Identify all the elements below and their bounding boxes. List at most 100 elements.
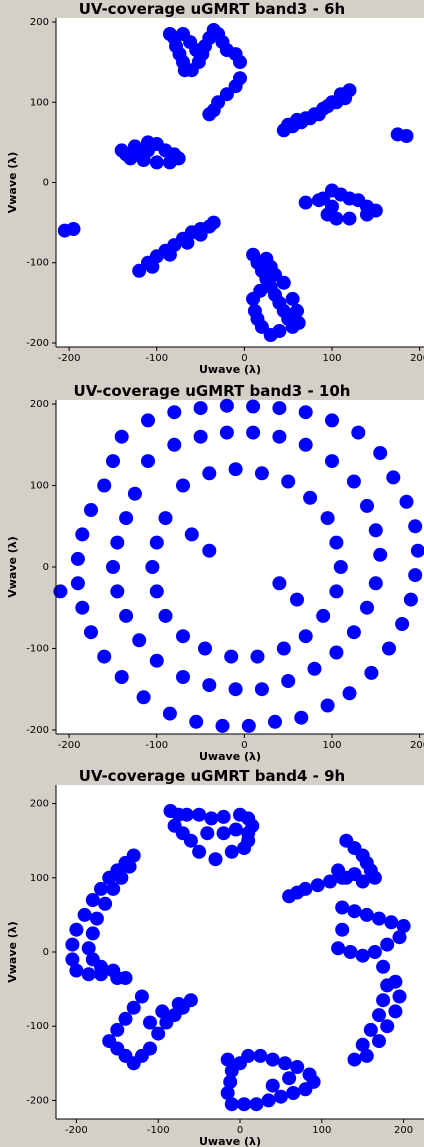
uv-point [272,429,287,444]
uv-point [278,1056,292,1071]
chart-title: UV-coverage uGMRT band4 - 9h [78,767,346,785]
uv-point [307,661,322,676]
uv-point [355,948,370,963]
y-tick-label: 200 [30,399,49,410]
uv-point [323,874,337,889]
uv-point [237,1097,252,1112]
uv-point [206,215,221,230]
uv-point [176,629,190,644]
x-tick-label: -100 [145,353,168,364]
uv-point [233,55,247,70]
uv-point [110,535,125,550]
x-tick-label: 100 [312,1125,331,1136]
uv-point [303,490,318,505]
uv-point [386,470,401,485]
uv-point [119,608,134,623]
uv-point [396,919,411,933]
uv-point [176,478,190,493]
uv-point [141,454,155,469]
uv-point [110,1022,125,1037]
uv-point [84,625,98,640]
y-axis-label: Vwave (λ) [6,536,19,598]
uv-point [162,155,177,170]
uv-point [241,718,256,733]
uv-point [276,641,291,656]
uv-point [342,686,357,701]
uv-point [282,1071,297,1086]
uv-point [272,576,287,591]
uv-points [65,804,411,1112]
uv-point [145,259,160,274]
x-tick-label: -200 [65,1125,88,1136]
uv-point [290,1060,305,1074]
uv-point [70,551,85,566]
chart-2: -200 -100 0 100 200 200 100 0 -100 -200 Uwave (λ) V… [6,398,424,763]
uv-point [311,193,326,208]
uv-point [335,900,350,915]
uv-point [282,889,297,904]
uv-point [388,1004,403,1019]
uv-point [342,211,357,226]
uv-point [106,454,120,469]
chart-panel-3: UV-coverage uGMRT band4 - 9h -200 -100 0 10… [0,767,424,1147]
uv-point [281,674,296,688]
x-tick-label: -200 [58,353,81,364]
uv-point [343,945,358,959]
uv-point [373,446,388,460]
uv-point [403,592,418,607]
uv-point [359,907,374,922]
uv-point [127,486,142,501]
uv-point [246,399,261,414]
uv-point [372,1008,386,1023]
uv-point [380,978,395,993]
uv-point [329,584,344,599]
uv-point [193,429,208,444]
uv-point [249,1097,264,1112]
x-tick-label: 100 [322,353,341,364]
chart-title: UV-coverage uGMRT band3 - 10h [73,382,351,400]
uv-point [219,425,234,440]
uv-point [367,945,382,959]
uv-point [302,1067,317,1082]
uv-point [290,592,304,607]
uv-point [149,535,164,550]
uv-point [384,915,399,930]
uv-point [298,195,313,210]
uv-point [281,474,296,489]
y-tick-label: 200 [30,17,49,28]
uv-point [85,893,100,907]
uv-point [122,859,137,874]
uv-point [106,560,120,574]
y-tick-label: -100 [26,258,49,269]
uv-point [69,922,84,937]
uv-point [202,678,217,693]
uv-point [94,881,108,896]
uv-point [355,1037,370,1052]
uv-point [208,852,223,867]
uv-point [162,247,177,262]
uv-point [176,670,190,684]
x-tick-label: -200 [58,740,81,751]
uv-point [98,896,113,911]
uv-point [136,690,151,705]
uv-point [141,413,155,428]
uv-point [347,1052,362,1067]
uv-point [368,523,383,538]
uv-point [333,87,348,102]
uv-points [53,398,424,733]
uv-point [399,494,414,509]
uv-point [75,600,90,615]
uv-point [333,560,348,574]
uv-point [298,405,313,420]
uv-point [81,967,96,982]
uv-point [119,147,134,162]
chart-1: -200 -100 0 100 200 200 100 0 -100 -200 Uwave (λ) V… [6,17,424,376]
uv-point [167,437,182,452]
chart-3: -200 -100 0 100 200 200 100 0 -100 -200 Uwave (λ) V… [6,785,424,1147]
uv-point [114,670,129,684]
uv-point [158,511,173,526]
y-tick-label: 0 [43,947,49,958]
uv-point [228,822,243,837]
uv-point [151,1026,166,1041]
y-tick-label: 200 [30,799,49,810]
